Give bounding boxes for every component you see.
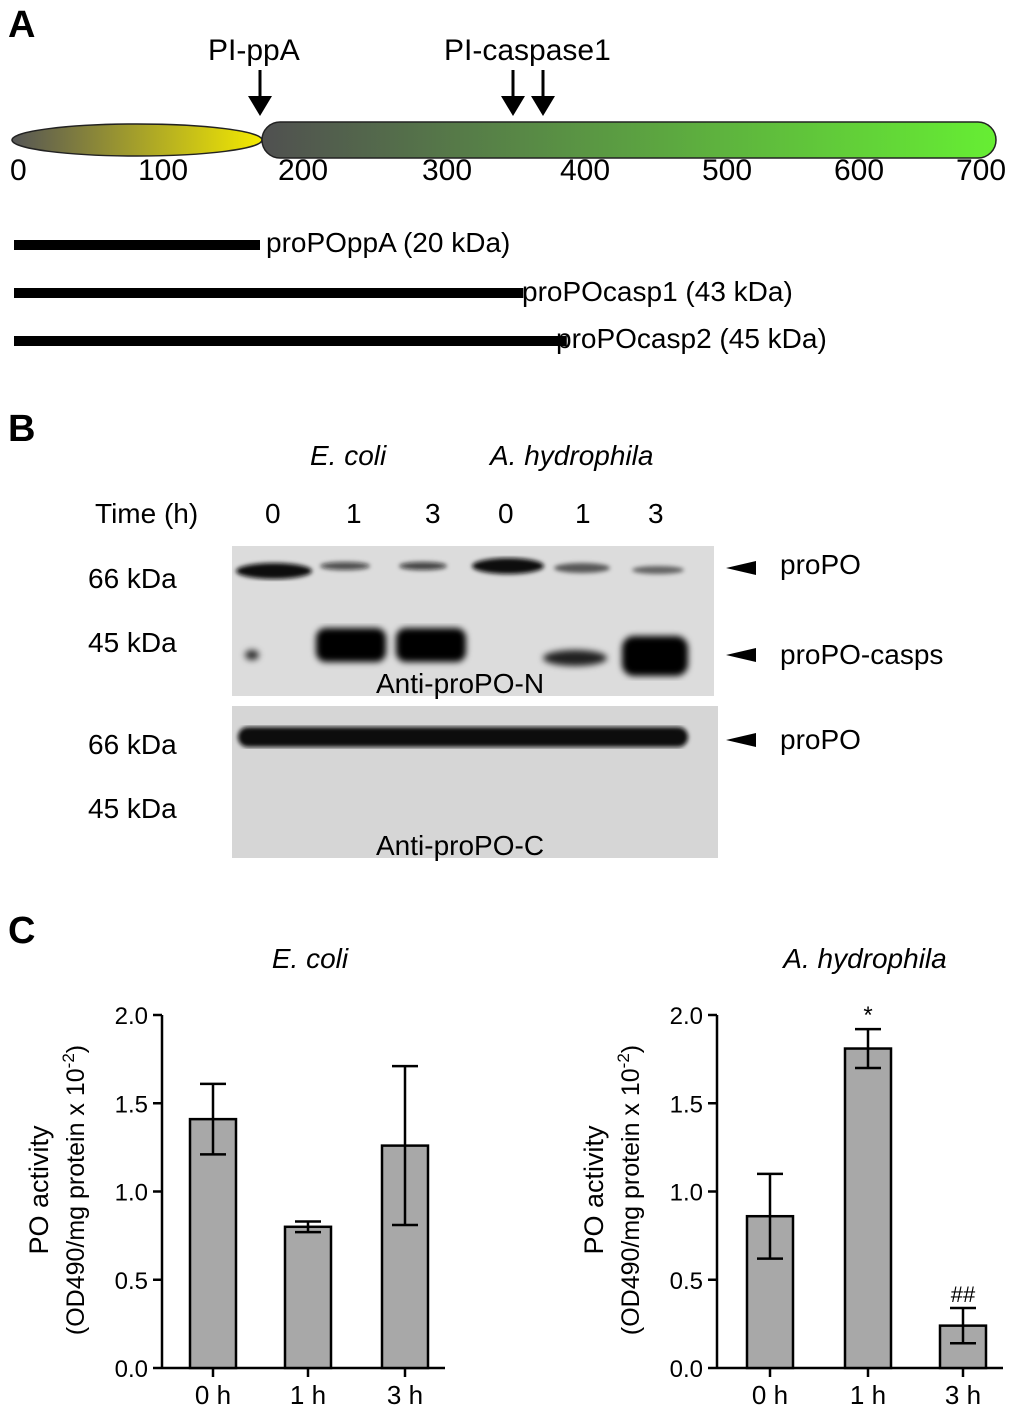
y-tick-label: 0.5 xyxy=(115,1268,148,1295)
blot-c-marker-66: 66 kDa xyxy=(88,729,177,760)
blot-anti-propo-n xyxy=(232,546,714,696)
caspase1-site-label: PI-caspase1 xyxy=(444,34,611,67)
y-axis-label: PO activity xyxy=(579,1125,609,1255)
panel-a-label: A xyxy=(8,4,36,46)
time-point-4: 0 xyxy=(498,498,514,529)
significance-marker: * xyxy=(863,1002,872,1029)
arrowhead-propo-n xyxy=(726,561,756,575)
y-tick-label: 2.0 xyxy=(670,1003,703,1030)
time-label: Time (h) xyxy=(95,498,199,529)
bar-1h xyxy=(283,1225,333,1370)
y-axis-label-units: (OD490/mg protein x 10-2) xyxy=(59,1045,90,1335)
scale-tick-700: 700 xyxy=(956,154,1007,187)
scale-tick-500: 500 xyxy=(702,154,753,187)
y-tick-label: 0.0 xyxy=(670,1356,703,1383)
y-tick-label: 2.0 xyxy=(115,1003,148,1030)
panel-b-label: B xyxy=(8,408,36,450)
caspase1-arrow-2 xyxy=(531,70,555,116)
y-tick-label: 1.0 xyxy=(670,1180,703,1207)
x-tick-label: 3 h xyxy=(945,1380,981,1410)
time-point-3: 3 xyxy=(425,498,441,529)
error-bar-0h xyxy=(200,1082,226,1156)
chart-title: A. hydrophila xyxy=(781,943,946,974)
fragment-label-casp1: proPOcasp1 (43 kDa) xyxy=(522,276,793,307)
y-axis-label: PO activity xyxy=(24,1125,54,1255)
error-bar-3h xyxy=(950,1306,976,1345)
panel-c-label: C xyxy=(8,910,36,952)
time-point-2: 1 xyxy=(346,498,362,529)
time-point-1: 0 xyxy=(265,498,281,529)
blot-c-antibody-label: Anti-proPO-C xyxy=(376,830,545,861)
arrowhead-propo-c xyxy=(726,733,756,747)
error-bar-0h xyxy=(757,1172,783,1260)
chart-1: E. coli PO activity (OD490/mg protein x 10… xyxy=(24,943,445,1410)
blot-anti-propo-c xyxy=(232,706,718,858)
error-bar-1h xyxy=(295,1220,321,1234)
y-axis-label-units: (OD490/mg protein x 10-2) xyxy=(614,1045,645,1335)
time-point-5: 1 xyxy=(575,498,591,529)
chart-title: E. coli xyxy=(272,943,349,974)
error-bar-1h xyxy=(855,1027,881,1070)
caspase1-arrow-1 xyxy=(501,70,525,116)
significance-marker: ## xyxy=(951,1282,976,1307)
y-tick-label: 0.5 xyxy=(670,1268,703,1295)
blot-c-marker-45: 45 kDa xyxy=(88,793,177,824)
chart-2: A. hydrophila PO activity (OD490/mg protei… xyxy=(579,943,1003,1410)
band-label-propo-c: proPO xyxy=(780,724,861,755)
fragment-label-casp2: proPOcasp2 (45 kDa) xyxy=(556,323,827,354)
scale-tick-200: 200 xyxy=(278,154,329,187)
y-tick-label: 1.5 xyxy=(670,1091,703,1118)
fragment-lines xyxy=(14,240,567,346)
x-tick-label: 0 h xyxy=(752,1380,788,1410)
y-tick-label: 1.0 xyxy=(115,1180,148,1207)
band-label-propo-casps: proPO-casps xyxy=(780,639,944,670)
bar-1h xyxy=(843,1047,893,1370)
domain-diagram xyxy=(11,70,997,346)
scale-tick-300: 300 xyxy=(422,154,473,187)
blot-n-marker-66: 66 kDa xyxy=(88,563,177,594)
blot-n-antibody-label: Anti-proPO-N xyxy=(376,668,545,699)
group-label-ecoli: E. coli xyxy=(310,440,387,471)
scale-tick-100: 100 xyxy=(138,154,189,187)
ppa-arrow xyxy=(248,70,272,116)
ppa-site-label: PI-ppA xyxy=(208,34,300,67)
y-tick-label: 0.0 xyxy=(115,1356,148,1383)
green-domain xyxy=(261,121,997,159)
x-tick-label: 3 h xyxy=(387,1380,423,1410)
x-tick-label: 1 h xyxy=(850,1380,886,1410)
band-arrowheads xyxy=(726,561,756,747)
group-label-ahydrophila: A. hydrophila xyxy=(490,440,654,471)
arrowhead-propo-casps xyxy=(726,648,756,662)
blot-n-marker-45: 45 kDa xyxy=(88,627,177,658)
bar-0h xyxy=(188,1117,238,1370)
error-bar-3h xyxy=(392,1064,418,1227)
scale-tick-0: 0 xyxy=(10,154,27,187)
time-point-6: 3 xyxy=(648,498,664,529)
scale-tick-400: 400 xyxy=(560,154,611,187)
western-blots xyxy=(232,546,718,858)
x-tick-label: 0 h xyxy=(195,1380,231,1410)
fragment-label-ppa: proPOppA (20 kDa) xyxy=(266,227,511,258)
band-label-propo-n: proPO xyxy=(780,549,861,580)
x-tick-label: 1 h xyxy=(290,1380,326,1410)
y-tick-label: 1.5 xyxy=(115,1091,148,1118)
scale-tick-600: 600 xyxy=(834,154,885,187)
